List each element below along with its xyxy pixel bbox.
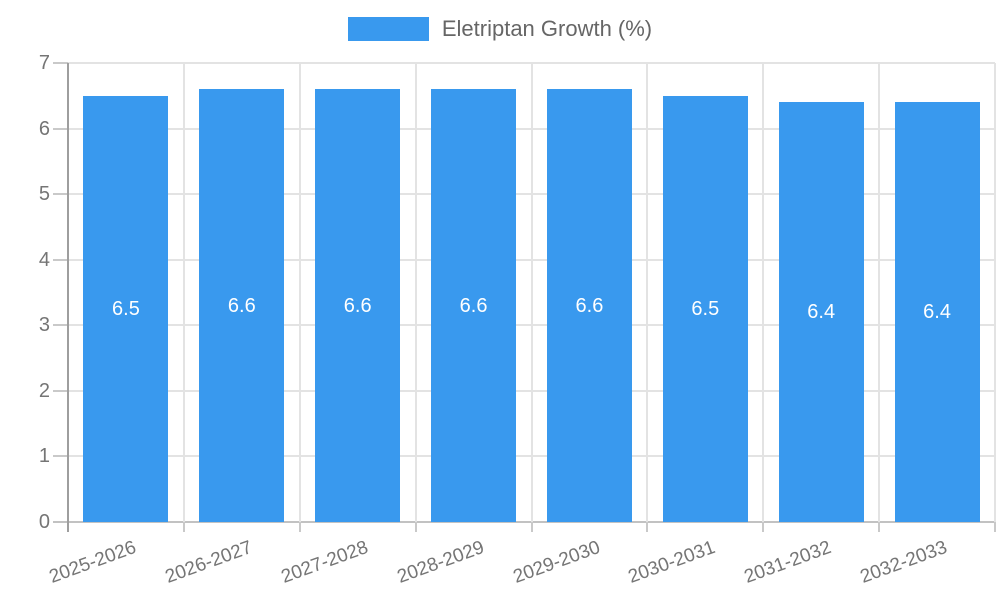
bar-value-label: 6.5 bbox=[112, 297, 140, 320]
y-tick-label: 7 bbox=[38, 52, 50, 74]
y-tick-label: 2 bbox=[38, 379, 50, 402]
legend-swatch bbox=[347, 17, 429, 41]
y-tick-mark bbox=[53, 258, 68, 261]
y-tick-mark bbox=[53, 521, 68, 523]
x-tick-mark bbox=[762, 522, 765, 532]
y-tick-label: 3 bbox=[38, 314, 50, 337]
bar bbox=[431, 89, 517, 522]
x-tick-label: 2028-2029 bbox=[394, 537, 487, 588]
y-tick-label: 1 bbox=[38, 445, 50, 468]
y-tick-label: 5 bbox=[38, 183, 50, 206]
x-tick-label: 2032-2033 bbox=[857, 537, 951, 588]
y-tick-mark bbox=[53, 324, 68, 327]
y-tick-mark bbox=[53, 127, 68, 130]
bar bbox=[83, 95, 169, 522]
x-tick-label: 2029-2030 bbox=[510, 537, 603, 588]
x-tick-label: 2025-2026 bbox=[46, 537, 140, 588]
y-tick-mark bbox=[53, 193, 68, 196]
bar-value-label: 6.6 bbox=[459, 294, 488, 317]
y-tick-mark bbox=[53, 455, 68, 458]
x-tick-mark bbox=[298, 522, 301, 532]
bar-value-label: 6.4 bbox=[923, 301, 951, 324]
bar-value-label: 6.5 bbox=[691, 297, 720, 320]
gridline-x bbox=[646, 63, 649, 522]
y-tick-label: 0 bbox=[38, 511, 50, 533]
bar bbox=[778, 102, 864, 522]
gridline-x bbox=[994, 63, 996, 522]
x-tick-mark bbox=[878, 522, 881, 532]
bar-value-label: 6.6 bbox=[343, 294, 372, 317]
y-tick-mark bbox=[53, 389, 68, 392]
x-tick-label: 2031-2032 bbox=[741, 537, 835, 588]
x-tick-label: 2026-2027 bbox=[162, 537, 255, 588]
bar bbox=[662, 95, 748, 522]
gridline-x bbox=[414, 63, 417, 522]
x-tick-mark bbox=[530, 522, 533, 532]
y-tick-mark bbox=[53, 62, 68, 64]
gridline-x bbox=[182, 63, 185, 522]
gridline-x bbox=[762, 63, 765, 522]
gridline-x bbox=[298, 63, 301, 522]
gridline-x bbox=[530, 63, 533, 522]
bar-value-label: 6.6 bbox=[575, 294, 604, 317]
y-tick-label: 6 bbox=[38, 117, 50, 140]
bar-value-label: 6.6 bbox=[227, 294, 256, 317]
x-tick-mark bbox=[646, 522, 649, 532]
bar bbox=[315, 89, 401, 522]
legend-label: Eletriptan Growth (%) bbox=[441, 16, 653, 41]
gridline-x bbox=[878, 63, 881, 522]
x-tick-mark bbox=[182, 522, 185, 532]
x-tick-label: 2030-2031 bbox=[625, 537, 719, 588]
chart-legend[interactable]: Eletriptan Growth (%) bbox=[0, 16, 1000, 42]
bar bbox=[199, 89, 285, 522]
bar bbox=[546, 89, 632, 522]
bar bbox=[894, 102, 980, 522]
y-axis-line bbox=[67, 63, 69, 532]
y-tick-label: 4 bbox=[38, 248, 50, 271]
x-tick-label: 2027-2028 bbox=[278, 537, 371, 588]
x-tick-mark bbox=[414, 522, 417, 532]
x-tick-mark bbox=[994, 522, 996, 532]
bar-value-label: 6.4 bbox=[807, 301, 836, 324]
